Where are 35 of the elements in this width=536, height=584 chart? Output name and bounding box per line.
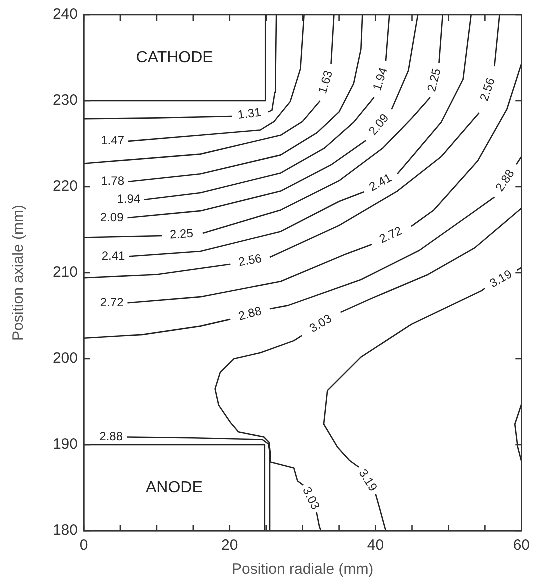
y-tick-label: 230 [52,92,78,110]
y-tick-label: 210 [52,264,78,282]
text: 2.09 [100,210,124,224]
y-tick-label: 200 [52,350,78,368]
x-tick-label: 20 [222,537,238,554]
text: 1.31 [237,105,262,122]
series-label: 1.78 [101,174,125,188]
text: 2.41 [102,248,126,263]
x-axis-title: Position radiale (mm) [232,561,374,578]
x-tick-label: 60 [513,537,530,554]
text: 3.03 [300,484,324,512]
text: 2.88 [237,304,264,324]
text: 2.41 [366,170,394,194]
series-label: 2.88 [100,430,124,444]
text: 2.56 [477,76,498,103]
y-tick-label: 240 [52,6,78,24]
series-label: 2.72 [100,295,124,310]
x-tick-label: 0 [80,537,88,554]
text: 2.25 [424,66,444,94]
y-tick-label: 190 [52,436,78,454]
series-label: 1.94 [117,192,141,206]
text: CATHODE [136,49,214,66]
text: 2.25 [170,226,194,242]
text: ANODE [146,479,203,496]
text: 2.56 [237,251,264,270]
y-tick-label: 220 [52,178,78,196]
text: 3.03 [307,312,334,336]
series-label: 1.47 [101,134,125,148]
text: 2.72 [377,224,404,246]
text: 1.94 [370,66,390,93]
y-tick-label: 180 [52,522,78,540]
text: 1.63 [315,68,336,96]
y-axis-title: Position axiale (mm) [10,205,28,341]
text: 3.19 [487,267,514,291]
x-tick-label: 40 [367,537,384,554]
